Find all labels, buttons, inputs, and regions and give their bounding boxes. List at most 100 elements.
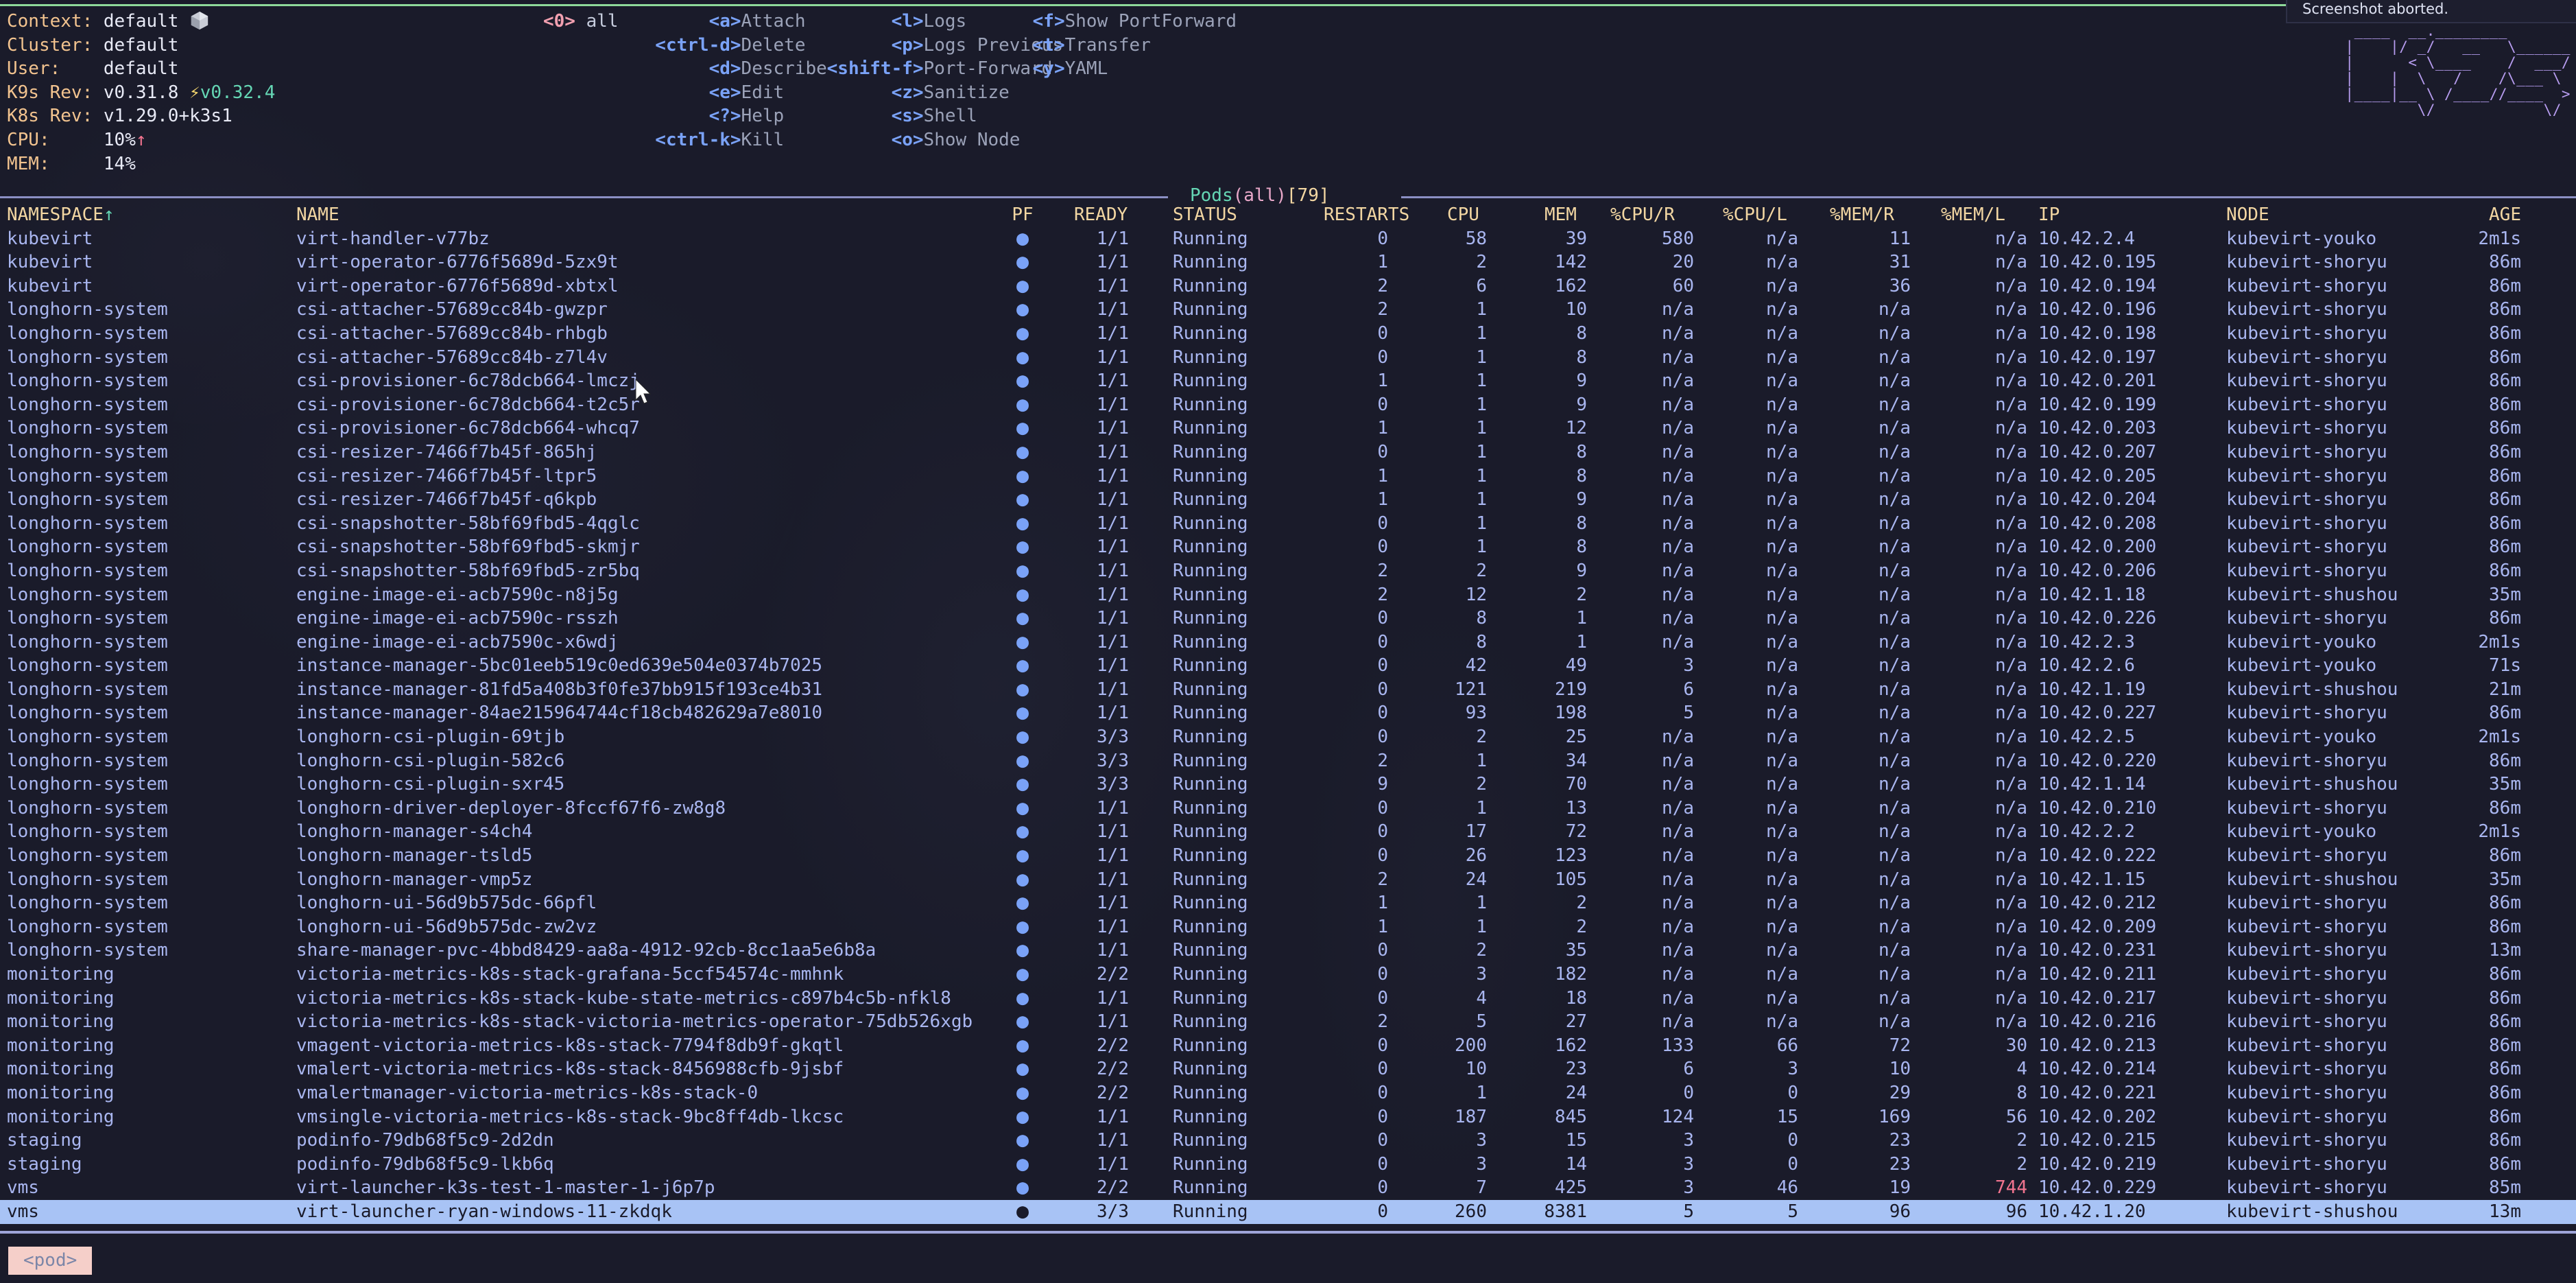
table-row[interactable]: longhorn-system csi-attacher-57689cc84b-g… [0,298,2576,322]
column-header-ip[interactable]: IP [2038,204,2060,225]
cell-ready: 1/1 [1097,1106,1129,1127]
keybinding-row[interactable]: <e>Edit [634,81,816,105]
keybinding-row[interactable]: <l>Logs [816,10,1022,34]
table-row[interactable]: longhorn-system csi-provisioner-6c78dcb66… [0,368,2576,393]
table-row[interactable]: longhorn-system longhorn-ui-56d9b575dc-66… [0,891,2576,915]
keybinding-row[interactable]: <f>Show PortForward [1022,10,1296,34]
cell-restarts: 0 [1377,703,1388,724]
keybinding-row[interactable]: <ctrl-d>Delete [634,34,816,58]
table-row[interactable]: longhorn-system instance-manager-5bc01eeb… [0,653,2576,678]
column-header-cpu-lim[interactable]: %CPU/L [1723,204,1787,225]
pods-table[interactable]: NAMESPACE↑ NAME PF READY STATUS RESTARTS CPU ME… [0,203,2576,1224]
table-row[interactable]: monitoring victoria-metrics-k8s-stack-kub… [0,986,2576,1011]
cell-mem: 142 [1555,252,1587,273]
cell-mem-lim: 30 [2005,1035,2027,1056]
table-row[interactable]: longhorn-system engine-image-ei-acb7590c-… [0,582,2576,607]
cell-status: Running [1173,346,1248,368]
column-header-name[interactable]: NAME [296,204,339,225]
column-header-cpu[interactable]: CPU [1447,204,1479,225]
table-row[interactable]: longhorn-system csi-snapshotter-58bf69fbd… [0,558,2576,583]
table-row[interactable]: longhorn-system longhorn-driver-deployer-… [0,796,2576,821]
column-header-cpu-req[interactable]: %CPU/R [1610,204,1675,225]
cell-ready: 1/1 [1097,608,1129,629]
table-row[interactable]: staging podinfo-79db68f5c9-lkb6q ● 1/1 Runni… [0,1152,2576,1177]
keybinding-row[interactable]: <y>YAML [1022,57,1296,81]
table-row[interactable]: kubevirt virt-handler-v77bz ● 1/1 Running 0 58… [0,226,2576,251]
table-row[interactable]: monitoring victoria-metrics-k8s-stack-vic… [0,1009,2576,1034]
cell-cpu: 1 [1476,441,1487,462]
cell-ready: 1/1 [1097,631,1129,652]
column-header-status[interactable]: STATUS [1173,204,1237,225]
table-row[interactable]: longhorn-system longhorn-csi-plugin-69tjb… [0,725,2576,749]
cell-cpu-req: 3 [1683,1177,1694,1199]
table-row[interactable]: monitoring victoria-metrics-k8s-stack-gra… [0,962,2576,987]
table-row[interactable]: longhorn-system csi-resizer-7466f7b45f-q6… [0,487,2576,512]
keybinding-row[interactable]: <ctrl-k>Kill [634,128,816,152]
column-header-mem-req[interactable]: %MEM/R [1830,204,1894,225]
table-row[interactable]: longhorn-system share-manager-pvc-4bbd842… [0,939,2576,963]
cell-namespace: longhorn-system [7,370,168,392]
column-header-mem[interactable]: MEM [1545,204,1577,225]
cell-mem-lim: n/a [1995,845,2027,867]
keybinding-row[interactable]: <o>Show Node [816,128,1022,152]
keybinding-row[interactable]: <0> all [543,10,634,34]
keybinding-row[interactable]: <z>Sanitize [816,81,1022,105]
keybinding-row[interactable]: <p>Logs Previous [816,34,1063,58]
cell-ip: 10.42.1.18 [2038,584,2146,605]
table-row[interactable]: monitoring vmalertmanager-victoria-metric… [0,1081,2576,1105]
table-row[interactable]: monitoring vmalert-victoria-metrics-k8s-s… [0,1057,2576,1081]
cell-mem: 8 [1576,465,1587,486]
table-row[interactable]: kubevirt virt-operator-6776f5689d-xbtxl ● 1… [0,274,2576,298]
cell-node: kubevirt-shoryu [2226,322,2387,344]
table-row[interactable]: longhorn-system longhorn-manager-s4ch4 ● 1/… [0,820,2576,844]
breadcrumb-item-pod[interactable]: <pod> [8,1247,93,1275]
cell-restarts: 0 [1377,1201,1388,1222]
column-header-ready[interactable]: READY [1074,204,1128,225]
table-row[interactable]: longhorn-system longhorn-csi-plugin-582c6… [0,749,2576,773]
column-header-node[interactable]: NODE [2226,204,2269,225]
table-row[interactable]: longhorn-system csi-resizer-7466f7b45f-lt… [0,464,2576,489]
cell-mem-lim: n/a [1995,727,2027,748]
cell-cpu-req: 3 [1683,655,1694,676]
table-row[interactable]: longhorn-system longhorn-csi-plugin-sxr45… [0,772,2576,797]
table-row[interactable]: longhorn-system longhorn-manager-vmp5z ● 1/… [0,867,2576,892]
keybinding-row[interactable]: <s>Shell [816,104,1022,128]
table-row[interactable]: longhorn-system csi-snapshotter-58bf69fbd… [0,535,2576,559]
table-row[interactable]: longhorn-system longhorn-manager-tsld5 ● 1/… [0,843,2576,868]
table-row[interactable]: longhorn-system csi-attacher-57689cc84b-z… [0,345,2576,370]
keybinding-row[interactable]: <a>Attach [634,10,816,34]
table-row[interactable]: longhorn-system csi-attacher-57689cc84b-r… [0,321,2576,346]
table-row[interactable]: longhorn-system instance-manager-84ae2159… [0,701,2576,725]
table-row[interactable]: longhorn-system csi-provisioner-6c78dcb66… [0,392,2576,417]
table-row[interactable]: longhorn-system csi-resizer-7466f7b45f-86… [0,440,2576,464]
table-row[interactable]: staging podinfo-79db68f5c9-2d2dn ● 1/1 Runni… [0,1128,2576,1153]
cell-mem: 162 [1555,1035,1587,1056]
column-header-age[interactable]: AGE [2489,204,2521,225]
keybinding-row[interactable]: <shift-f>Port-Forward [816,57,1053,81]
cell-mem: 1 [1576,608,1587,629]
column-header-restarts[interactable]: RESTARTS [1324,204,1410,225]
cell-port-forward: ● [1008,820,1037,845]
keybinding-row[interactable]: <t>Transfer [1022,34,1296,58]
cell-ready: 1/1 [1097,916,1129,937]
table-row[interactable]: longhorn-system longhorn-ui-56d9b575dc-zw… [0,915,2576,939]
table-row[interactable]: longhorn-system csi-provisioner-6c78dcb66… [0,416,2576,440]
cell-node: kubevirt-shoryu [2226,1153,2387,1175]
table-row[interactable]: longhorn-system engine-image-ei-acb7590c-… [0,630,2576,655]
table-row[interactable]: longhorn-system instance-manager-81fd5a40… [0,677,2576,702]
keybinding-row[interactable]: <?>Help [634,104,816,128]
table-row[interactable]: monitoring vmsingle-victoria-metrics-k8s-… [0,1105,2576,1129]
table-row[interactable]: kubevirt virt-operator-6776f5689d-5zx9t ● 1… [0,250,2576,274]
table-row[interactable]: vms virt-launcher-k3s-test-1-master-1-j6p… [0,1176,2576,1200]
cell-cpu-lim: n/a [1766,608,1798,629]
table-row[interactable]: longhorn-system csi-snapshotter-58bf69fbd… [0,511,2576,536]
table-row[interactable]: monitoring vmagent-victoria-metrics-k8s-s… [0,1033,2576,1058]
table-row[interactable]: vms virt-launcher-ryan-windows-11-zkdqk ● 3… [0,1199,2576,1224]
cell-name: longhorn-manager-tsld5 [296,845,533,867]
column-header-mem-lim[interactable]: %MEM/L [1941,204,2005,225]
keybinding-row[interactable]: <d>Describe [634,57,827,81]
cell-mem-req: n/a [1879,418,1911,439]
table-row[interactable]: longhorn-system engine-image-ei-acb7590c-… [0,606,2576,631]
column-header-port-forward[interactable]: PF [1012,204,1034,225]
column-header-namespace[interactable]: NAMESPACE↑ [7,204,115,225]
